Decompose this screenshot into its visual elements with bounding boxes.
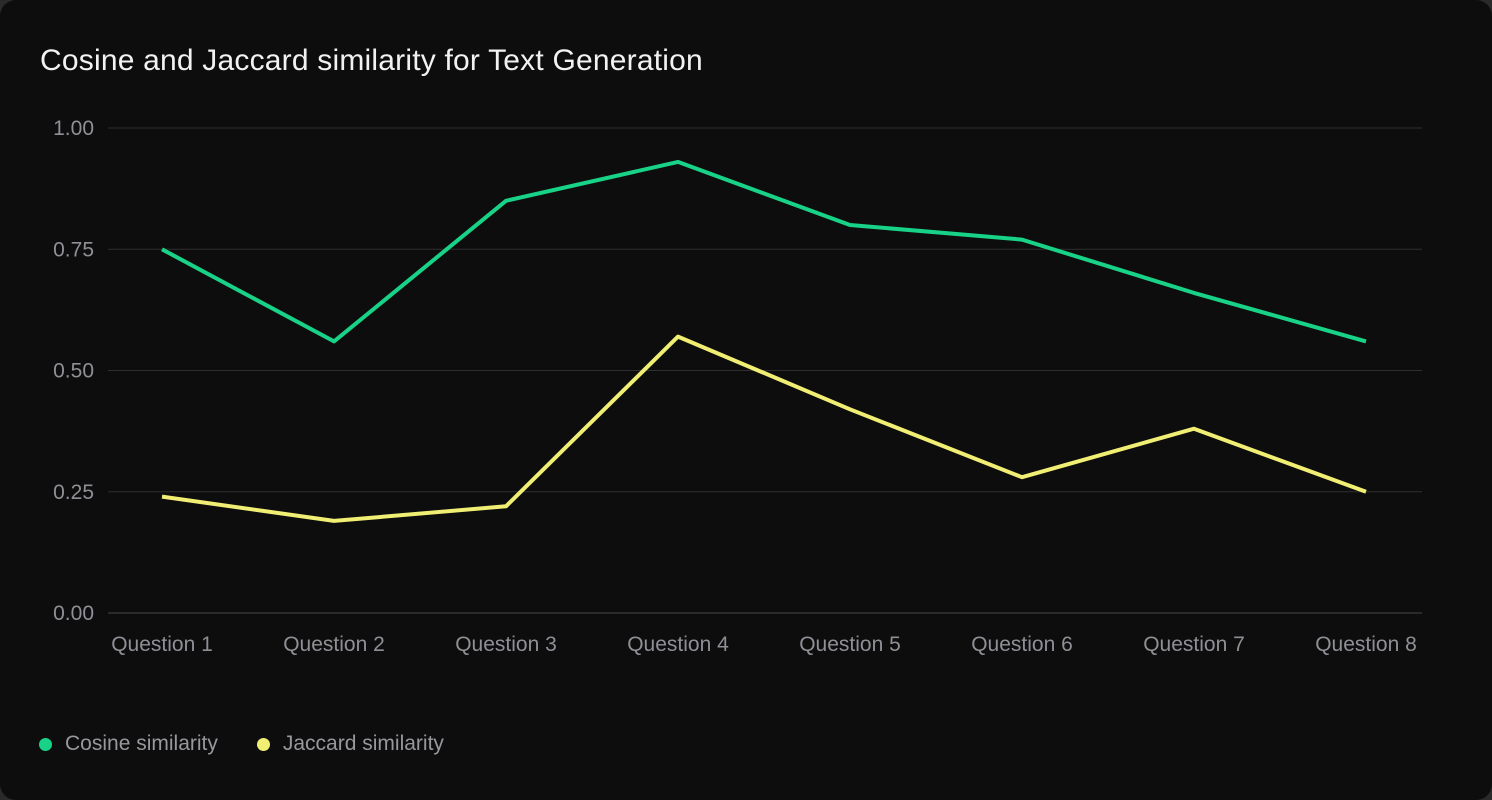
chart-title: Cosine and Jaccard similarity for Text G… [40,44,703,77]
legend-item-jaccard[interactable]: Jaccard similarity [256,732,444,756]
x-tick-label: Question 5 [799,633,901,656]
y-tick-label: 0.25 [53,481,94,504]
line-chart: 1.00 0.75 0.50 0.25 0.00 Question 1 Question 2… [53,117,1422,656]
x-tick-label: Question 2 [283,633,385,656]
x-tick-label: Question 1 [111,633,213,656]
x-tick-label: Question 4 [627,633,729,656]
legend-label-cosine: Cosine similarity [65,732,218,755]
cosine-similarity-line [161,159,1367,344]
jaccard-similarity-line [161,334,1367,523]
legend-label-jaccard: Jaccard similarity [282,732,444,755]
x-tick-label: Question 7 [1143,633,1245,656]
x-tick-label: Question 3 [455,633,557,656]
y-tick-label: 0.75 [53,238,94,261]
chart-legend: Cosine similarity Jaccard similarity [39,732,444,756]
x-tick-label: Question 8 [1315,633,1417,656]
y-tick-label: 0.00 [53,602,94,625]
cosine-legend-dot-icon [39,737,52,751]
jaccard-legend-dot-icon [256,737,270,751]
x-tick-label: Question 6 [971,633,1073,656]
y-tick-label: 1.00 [53,117,94,140]
y-tick-label: 0.50 [53,360,94,383]
legend-item-cosine[interactable]: Cosine similarity [39,732,218,756]
